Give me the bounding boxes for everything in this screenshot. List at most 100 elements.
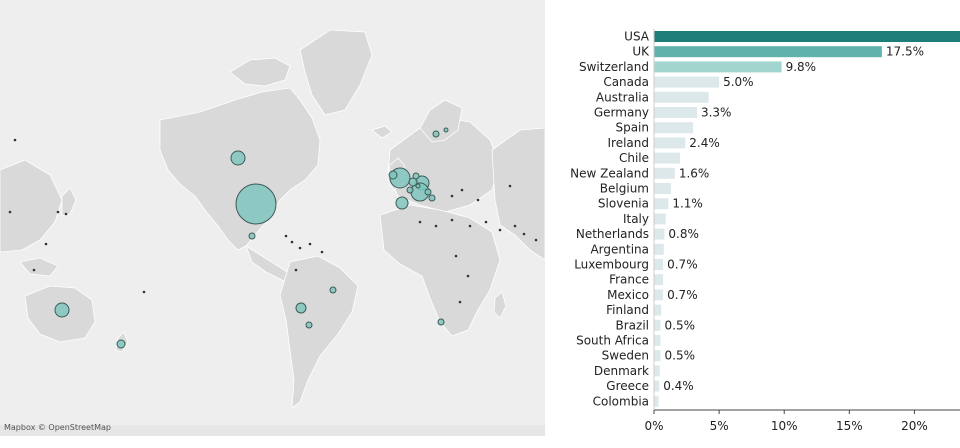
bubble-new-zealand [116,339,126,349]
category-label: USA [624,30,650,44]
dot-marker [298,246,302,250]
bar-chart: USA UK 17.5% Switzerland 9.8% Canada 5.0% Austr… [560,0,960,444]
bubble-finland [443,127,449,133]
category-label: Greece [606,379,649,393]
dot-marker [450,194,454,198]
bar [654,259,664,270]
category-label: Sweden [602,349,649,363]
data-label: 17.5% [886,45,924,59]
japan [61,187,77,217]
category-label: Luxembourg [574,258,649,272]
data-label: 5.0% [723,75,754,89]
bubble-chile [295,302,307,314]
data-label: 9.8% [786,60,817,74]
bar [654,380,660,392]
category-label: Ireland [607,136,649,150]
bubble-canada [230,150,246,166]
madagascar [493,291,507,319]
antarctica [0,425,545,436]
data-label: 1.1% [672,197,702,211]
scandinavia [419,99,463,143]
bar [654,304,662,316]
bar [654,152,681,164]
data-label: 0.5% [665,318,696,332]
bar [654,243,664,255]
data-label: 0.4% [663,379,694,393]
category-label: Australia [596,90,649,104]
dot-marker [498,228,502,232]
category-label: Denmark [594,364,649,378]
bubble-italy [428,194,436,202]
bar [654,107,697,118]
bubble-netherlands [412,172,420,180]
bar [654,350,661,362]
category-label: UK [632,45,650,59]
data-label: 0.7% [667,258,698,272]
bubble-spain [395,196,409,210]
x-tick-label: 15% [836,419,863,433]
dot-marker [320,250,324,254]
dot-marker [508,184,512,188]
dot-marker [513,224,517,228]
category-label: Netherlands [576,227,649,241]
dot-marker [308,242,312,246]
bubble-luxembourg [415,183,421,189]
bar [654,198,669,210]
category-label: Slovenia [598,197,649,211]
world-map[interactable]: Mapbox © OpenStreetMap [0,0,545,436]
bubble-usa [235,183,277,225]
x-tick-label: 0% [644,419,663,433]
bar [654,76,720,88]
dot-marker [522,232,526,236]
dot-marker [290,240,294,244]
bar [654,365,660,377]
southeast-asia-islands [19,257,59,277]
iceland [371,125,393,139]
data-label: 2.4% [689,136,720,150]
bubble-slovenia [424,188,432,196]
dot-marker [142,290,146,294]
bar [654,167,675,179]
dot-marker [468,224,472,228]
dot-marker [418,220,422,224]
dot-marker [460,188,464,192]
bubble-france [406,186,414,194]
bubble-argentina [305,321,313,329]
map-canvas [0,29,545,436]
dot-marker [450,218,454,222]
x-tick-label: 10% [771,419,798,433]
arctic-islands [229,57,291,87]
asia-landmass [491,127,545,261]
bar [654,46,882,58]
bubble-australia [54,302,70,318]
bubble-mexico [248,232,256,240]
dot-marker [484,220,488,224]
category-label: Belgium [600,182,649,196]
bar [654,319,661,331]
dot-marker [534,238,538,242]
category-label: Brazil [616,318,650,332]
category-label: Argentina [590,242,649,256]
category-label: Finland [606,303,649,317]
data-label: 0.8% [668,227,699,241]
south-america-landmass [279,255,359,409]
dot-marker [466,274,470,278]
category-label: Germany [594,106,649,120]
bar [654,395,659,407]
bar [654,91,709,103]
map-attribution: Mapbox © OpenStreetMap [4,423,111,432]
bar [654,228,665,240]
bar [654,183,671,194]
bar [654,289,664,301]
dot-marker [56,210,60,214]
dot-marker [476,198,480,202]
dot-marker [284,234,288,238]
bar [654,335,661,346]
dot-marker [8,210,12,214]
category-label: Canada [603,75,649,89]
dot-marker [434,224,438,228]
dot-marker [454,254,458,258]
dot-marker [44,242,48,246]
data-label: 3.3% [701,106,732,120]
